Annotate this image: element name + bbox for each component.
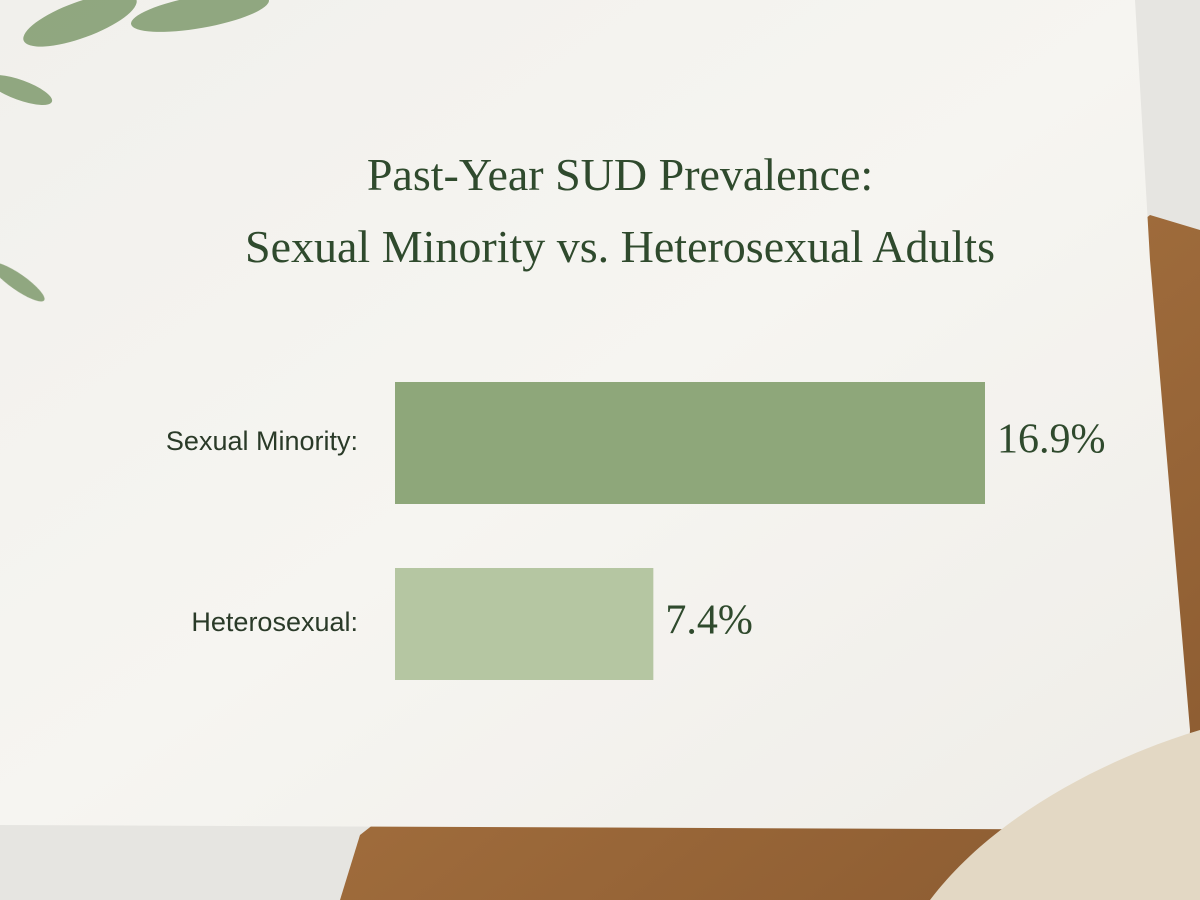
bar <box>395 568 654 680</box>
category-label: Sexual Minority: <box>166 426 358 456</box>
value-label: 16.9% <box>997 417 1106 463</box>
linen-cloth <box>930 730 1200 900</box>
value-label: 7.4% <box>665 598 753 644</box>
chart-title: Past-Year SUD Prevalence: <box>367 149 873 200</box>
chart-title: Sexual Minority vs. Heterosexual Adults <box>245 221 995 272</box>
category-label: Heterosexual: <box>191 607 358 637</box>
leaves <box>0 0 269 302</box>
bar <box>395 382 985 504</box>
